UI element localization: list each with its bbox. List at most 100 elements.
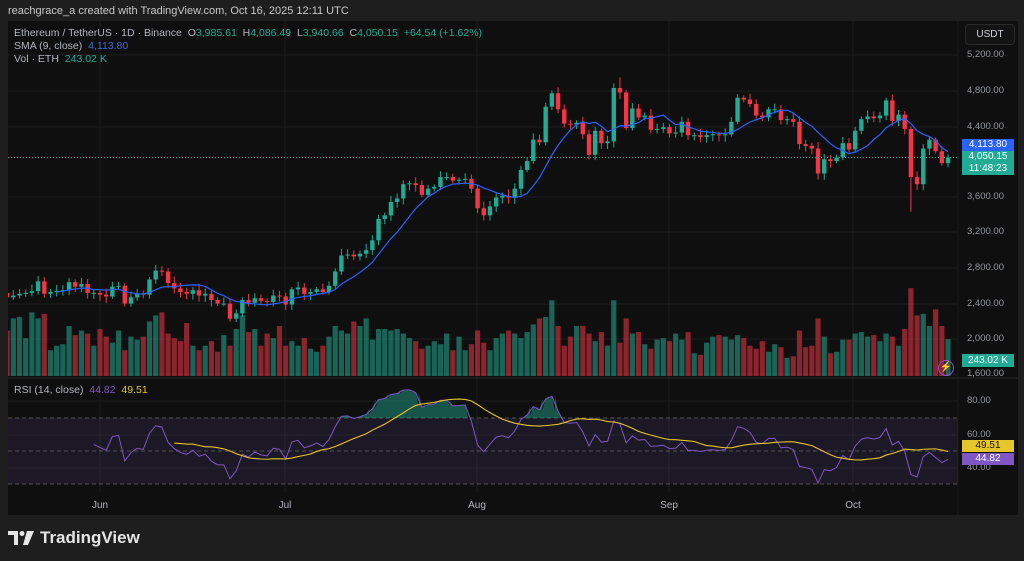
chart-credit: reachgrace_a created with TradingView.co…: [8, 5, 349, 17]
candle-body: [42, 281, 47, 294]
volume-bar: [660, 338, 666, 376]
volume-bar: [437, 344, 444, 376]
candle-body: [246, 300, 251, 303]
candle-body: [580, 122, 586, 135]
candle-body: [623, 92, 629, 129]
volume-bar: [543, 316, 549, 376]
candle-body: [444, 177, 449, 179]
volume-bar: [406, 338, 413, 376]
volume-bar: [72, 335, 78, 376]
volume-bar: [821, 336, 827, 376]
volume-bar: [462, 350, 468, 376]
candle-body: [314, 289, 319, 293]
candle-body: [178, 288, 183, 293]
sma-legend[interactable]: SMA (9, close) 4,113.80: [14, 40, 128, 52]
sma-label: SMA (9, close): [14, 40, 83, 52]
volume-bar: [710, 336, 716, 376]
candle-body: [413, 183, 418, 186]
volume-bar: [41, 313, 47, 376]
rsi-axis-label: 40.00: [967, 462, 991, 473]
candle-body: [153, 270, 158, 280]
time-axis-label: Oct: [845, 500, 861, 511]
candle-body: [914, 177, 920, 185]
sma-price-marker: 4,113.80: [962, 139, 1014, 151]
candle-body: [283, 296, 288, 305]
candle-body: [382, 215, 387, 219]
volume-bar: [394, 329, 400, 376]
candle-body: [735, 97, 740, 122]
candle-body: [593, 130, 598, 155]
candle-body: [134, 293, 140, 298]
low-value: 3,940.66: [302, 27, 344, 39]
volume-bar: [864, 336, 871, 376]
candle-body: [376, 218, 381, 241]
volume-bar: [555, 326, 561, 376]
volume-bar: [165, 333, 171, 376]
candle-body: [394, 198, 400, 203]
candle-body: [778, 109, 784, 121]
rsi-legend[interactable]: RSI (14, close) 44.82 49.51: [14, 384, 148, 396]
volume-bar: [926, 326, 933, 376]
bar-countdown: 11:48:23: [968, 163, 1008, 174]
volume-bar: [314, 351, 320, 376]
candle-body: [35, 281, 41, 292]
volume-legend[interactable]: Vol · ETH 243.02 K: [14, 53, 107, 65]
candle-body: [852, 130, 858, 150]
candle-body: [277, 295, 282, 297]
volume-bar: [301, 338, 307, 376]
volume-bar: [47, 350, 54, 376]
volume-bar: [264, 333, 270, 376]
volume-bar: [91, 345, 97, 376]
volume-bar: [227, 345, 233, 376]
candle-body: [97, 292, 103, 295]
volume-bar: [827, 353, 834, 376]
candle-body: [710, 134, 716, 136]
currency-button[interactable]: USDT: [965, 24, 1015, 45]
candle-body: [128, 297, 134, 304]
volume-bar: [419, 348, 425, 376]
volume-bar: [536, 318, 543, 376]
volume-bar: [146, 321, 153, 376]
volume-bar: [239, 315, 245, 376]
volume-bar: [574, 326, 580, 376]
candle-body: [859, 119, 864, 131]
candle-body: [339, 255, 344, 272]
candle-body: [73, 282, 78, 287]
volume-bar: [413, 341, 419, 376]
volume-bar: [753, 348, 759, 376]
volume-bar: [326, 336, 332, 376]
volume-bar: [140, 336, 146, 376]
volume-bar: [778, 347, 784, 376]
volume-bar: [481, 342, 487, 376]
candle-body: [29, 291, 35, 293]
volume-bar: [623, 318, 629, 376]
price-axis-label: 4,400.00: [967, 121, 1004, 132]
candle-body: [481, 208, 486, 216]
candle-body: [722, 134, 728, 136]
candle-body: [933, 139, 938, 152]
volume-bar: [487, 350, 493, 376]
open-label: O: [187, 27, 196, 39]
candle-body: [648, 115, 654, 130]
candle-body: [425, 188, 431, 195]
volume-bar: [666, 341, 673, 376]
volume-bar: [747, 345, 753, 376]
volume-bar: [245, 332, 252, 376]
volume-bar: [598, 332, 604, 376]
sma-value: 4,113.80: [88, 40, 129, 52]
volume-bar: [177, 341, 184, 376]
candle-body: [642, 115, 647, 118]
volume-bar: [153, 315, 159, 376]
symbol-legend[interactable]: Ethereum / TetherUS · 1D · Binance O3,98…: [14, 27, 482, 39]
volume-bar: [332, 326, 338, 376]
volume-bar: [567, 336, 574, 376]
rsi-ma-line: [174, 398, 949, 461]
volume-bar: [78, 330, 85, 376]
volume-bar: [858, 332, 864, 376]
volume-bar: [512, 333, 518, 376]
candle-body: [363, 250, 369, 254]
lightning-icon[interactable]: ⚡: [938, 360, 954, 376]
candle-body: [333, 271, 338, 286]
volume-value: 243.02 K: [64, 53, 107, 65]
